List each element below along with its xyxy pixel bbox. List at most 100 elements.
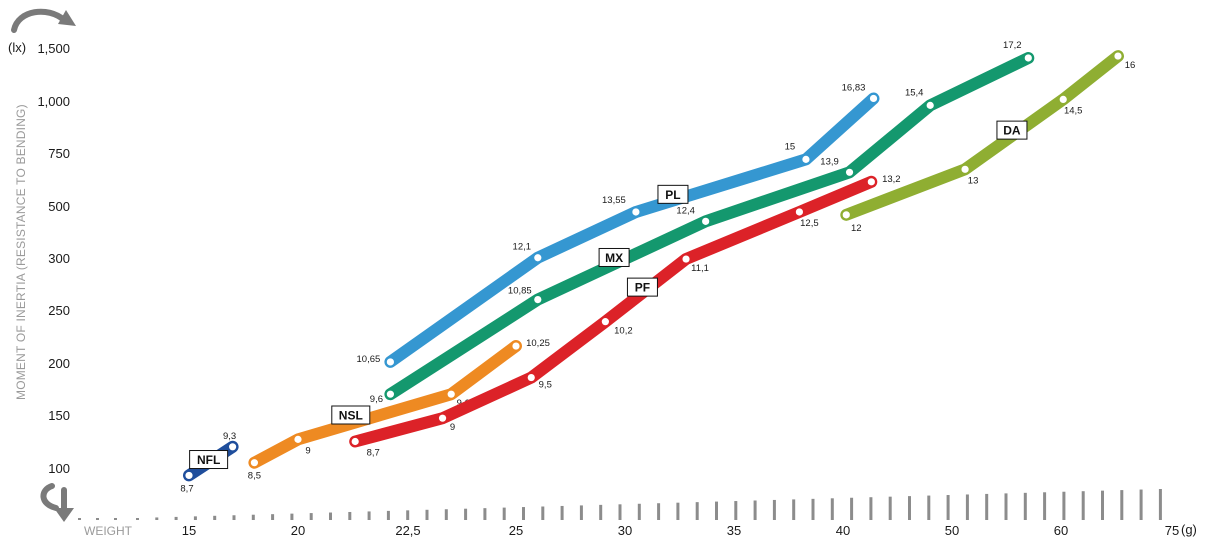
weight-bar [136, 518, 139, 520]
series-tag-box [331, 405, 371, 425]
weight-bar-scale [78, 489, 1162, 520]
weight-bar [329, 512, 332, 520]
weight-bar [483, 508, 487, 520]
data-point [534, 254, 542, 262]
weight-bar [96, 518, 99, 520]
data-label: 15,4 [905, 87, 924, 98]
weight-bar [367, 511, 371, 520]
weight-bar [309, 513, 313, 520]
data-label: 17,2 [1003, 40, 1022, 51]
series-tag-label: NSL [339, 409, 363, 423]
weight-bar [734, 501, 738, 520]
series-tag-box [626, 277, 658, 297]
weight-bar [213, 515, 217, 520]
weight-bar [618, 504, 622, 520]
data-point [632, 208, 640, 216]
data-label: 12,5 [800, 218, 819, 229]
data-point [384, 356, 396, 368]
data-label: 9,5 [539, 380, 552, 391]
x-tick-label: 20 [291, 523, 305, 538]
data-point [527, 373, 535, 382]
data-point [510, 340, 522, 352]
x-tick-label: 25 [509, 523, 523, 538]
weight-bar [753, 500, 757, 520]
weight-bar [946, 495, 950, 520]
y-tick-label: 750 [48, 146, 70, 161]
y-axis-label: MOMENT OF INERTIA (RESISTANCE TO BENDING… [14, 104, 28, 400]
y-tick-label: 1,000 [37, 94, 70, 109]
data-point [868, 93, 879, 104]
data-point [961, 165, 969, 173]
weight-bar [193, 516, 197, 520]
data-point [438, 414, 447, 422]
data-label: 12 [851, 223, 862, 234]
weight-bar [830, 498, 834, 520]
data-point [183, 470, 195, 481]
data-label: 13,55 [602, 195, 626, 206]
x-tick-label: 50 [945, 523, 959, 538]
x-axis: 15 20 22,5 25 30 35 40 50 60 75 [182, 523, 1179, 538]
weight-bar [444, 509, 448, 520]
data-label: 8,7 [367, 448, 380, 459]
x-tick-label: 30 [618, 523, 632, 538]
x-tick-label: 22,5 [395, 523, 420, 538]
weight-bar [1062, 491, 1066, 520]
data-point [702, 217, 710, 225]
series-tag-label: DA [1003, 124, 1021, 138]
weight-bar [1120, 490, 1124, 520]
weight-bar [541, 506, 545, 520]
weight-bar [908, 496, 911, 520]
x-axis-label: WEIGHT [84, 524, 133, 538]
weight-bar [965, 494, 969, 520]
y-tick-label: 100 [48, 461, 70, 476]
rotate-bottom-icon [40, 483, 74, 522]
weight-bar [1081, 491, 1085, 520]
weight-bar [232, 515, 236, 520]
weight-bar [560, 505, 564, 520]
y-axis: 1,500 1,000 750 500 300 250 200 150 100 [37, 41, 70, 476]
weight-bar [1139, 489, 1143, 520]
data-point [795, 208, 804, 216]
weight-bar [174, 516, 178, 520]
series-line [384, 52, 1035, 401]
data-point [840, 209, 852, 221]
weight-bar [657, 503, 661, 520]
series-tag-label: MX [605, 251, 623, 265]
weight-bar [425, 509, 429, 520]
series-da: 12 13 14,5 16 DA [840, 50, 1135, 234]
series-tag-box [996, 120, 1028, 140]
data-label: 10,65 [357, 354, 381, 365]
series-pl: 10,65 12,1 13,55 15 16,83 PL [357, 82, 880, 368]
series-mx: 9,6 10,85 12,4 13,9 15,4 17,2 MX [370, 40, 1035, 405]
y-tick-label: 250 [48, 303, 70, 318]
weight-bar [927, 495, 931, 520]
data-point [1112, 50, 1124, 62]
weight-bar [985, 493, 989, 520]
data-label: 9,6 [370, 394, 383, 405]
weight-bar [502, 507, 506, 520]
data-label: 9 [450, 422, 455, 433]
series-tag-box [657, 184, 689, 204]
series-line [384, 92, 880, 368]
data-point [384, 388, 396, 400]
data-label: 13 [968, 175, 979, 186]
data-label: 12,4 [676, 205, 695, 216]
weight-bar [811, 498, 815, 520]
data-label: 16,83 [842, 82, 866, 93]
series-layer: 8,79,3NFL8,599,610,25NSL8,799,510,211,11… [180, 40, 1135, 494]
data-label: 8,7 [180, 483, 193, 494]
data-label: 13,9 [820, 156, 839, 167]
rotate-top-icon [11, 8, 76, 33]
data-label: 10,85 [508, 286, 532, 297]
data-label: 14,5 [1064, 105, 1083, 116]
weight-bar [464, 508, 468, 520]
weight-bar [78, 518, 81, 520]
data-point [926, 101, 934, 109]
x-tick-label: 40 [836, 523, 850, 538]
series-tag-box [598, 247, 630, 267]
data-label: 9,3 [223, 431, 236, 442]
weight-bar [290, 513, 294, 520]
weight-bar [1101, 490, 1104, 520]
weight-bar [676, 502, 680, 520]
